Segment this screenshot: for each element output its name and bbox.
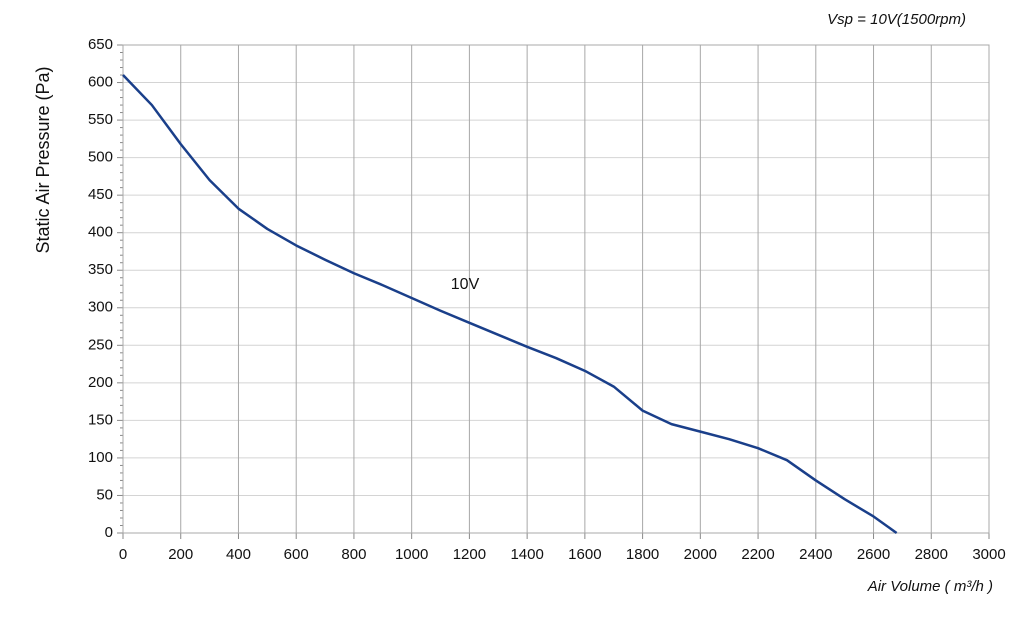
y-tick-label: 250 bbox=[88, 336, 113, 353]
x-tick-label: 0 bbox=[119, 546, 127, 563]
line bbox=[122, 74, 898, 535]
x-tick-label: 3000 bbox=[972, 546, 1005, 563]
y-tick-label: 550 bbox=[88, 111, 113, 128]
y-tick-label: 0 bbox=[105, 524, 113, 541]
y-tick-label: 50 bbox=[96, 486, 113, 503]
x-tick-label: 2000 bbox=[684, 546, 717, 563]
y-tick-label: 650 bbox=[88, 36, 113, 53]
y-tick-label: 400 bbox=[88, 224, 113, 241]
y-tick-label: 600 bbox=[88, 74, 113, 91]
x-tick-label: 2800 bbox=[915, 546, 948, 563]
y-tick-label: 200 bbox=[88, 374, 113, 391]
x-tick-label: 2600 bbox=[857, 546, 890, 563]
x-axis-label: Air Volume ( m³/h ) bbox=[867, 578, 993, 595]
y-tick-label: 450 bbox=[88, 186, 113, 203]
x-tick-label: 600 bbox=[284, 546, 309, 563]
y-tick-label: 100 bbox=[88, 449, 113, 466]
y-tick-label: 300 bbox=[88, 299, 113, 316]
x-tick-label: 400 bbox=[226, 546, 251, 563]
y-tick-label: 150 bbox=[88, 411, 113, 428]
subtitle: Vsp = 10V(1500rpm) bbox=[827, 11, 966, 28]
x-tick-label: 2200 bbox=[741, 546, 774, 563]
x-tick-label: 200 bbox=[168, 546, 193, 563]
x-tick-label: 800 bbox=[341, 546, 366, 563]
x-tick-label: 1800 bbox=[626, 546, 659, 563]
x-tick-label: 1400 bbox=[510, 546, 543, 563]
x-tick-label: 1200 bbox=[453, 546, 486, 563]
plot-frame bbox=[122, 44, 990, 534]
y-tick-label: 350 bbox=[88, 261, 113, 278]
x-tick-label: 1000 bbox=[395, 546, 428, 563]
series-label: 10V bbox=[451, 276, 480, 293]
y-tick-label: 500 bbox=[88, 149, 113, 166]
y-axis-label: Static Air Pressure (Pa) bbox=[33, 66, 53, 253]
x-tick-label: 1600 bbox=[568, 546, 601, 563]
x-tick-label: 2400 bbox=[799, 546, 832, 563]
